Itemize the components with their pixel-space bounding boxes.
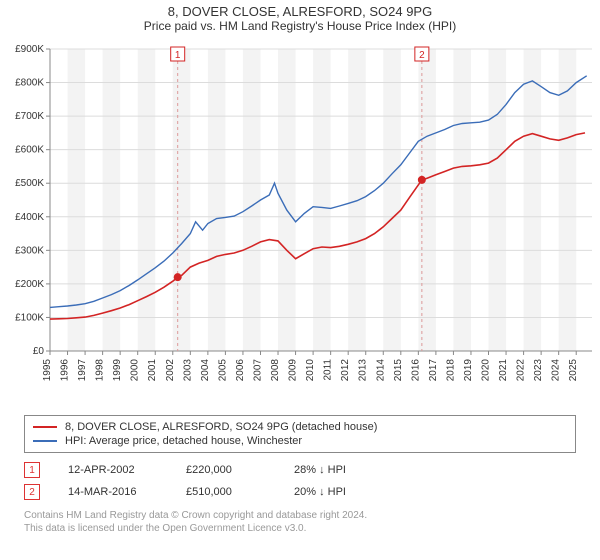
- transaction-price: £510,000: [186, 486, 266, 498]
- svg-text:2001: 2001: [147, 359, 158, 382]
- svg-text:2015: 2015: [393, 359, 404, 382]
- svg-text:£100K: £100K: [15, 312, 44, 323]
- svg-text:£400K: £400K: [15, 212, 44, 223]
- chart-container: 8, DOVER CLOSE, ALRESFORD, SO24 9PG Pric…: [0, 0, 600, 535]
- svg-text:2018: 2018: [445, 359, 456, 382]
- svg-text:2003: 2003: [182, 359, 193, 382]
- footer-line: Contains HM Land Registry data © Crown c…: [24, 509, 576, 522]
- svg-text:2002: 2002: [165, 359, 176, 382]
- legend-swatch: [33, 426, 57, 428]
- title-address: 8, DOVER CLOSE, ALRESFORD, SO24 9PG: [0, 0, 600, 19]
- legend-label: HPI: Average price, detached house, Winc…: [65, 435, 302, 447]
- svg-text:£200K: £200K: [15, 279, 44, 290]
- svg-text:2009: 2009: [288, 359, 299, 382]
- transaction-row: 1 12-APR-2002 £220,000 28% ↓ HPI: [24, 459, 576, 481]
- svg-text:2004: 2004: [200, 359, 211, 382]
- svg-text:2017: 2017: [428, 359, 439, 382]
- footer: Contains HM Land Registry data © Crown c…: [24, 509, 576, 535]
- svg-text:2019: 2019: [463, 359, 474, 382]
- transaction-diff: 20% ↓ HPI: [294, 486, 346, 498]
- svg-text:£700K: £700K: [15, 111, 44, 122]
- svg-text:1996: 1996: [60, 359, 71, 382]
- svg-text:2025: 2025: [568, 359, 579, 382]
- svg-text:2011: 2011: [323, 359, 334, 381]
- svg-text:2: 2: [419, 50, 425, 61]
- svg-text:£600K: £600K: [15, 145, 44, 156]
- svg-text:£0: £0: [33, 346, 45, 357]
- svg-text:2006: 2006: [235, 359, 246, 382]
- legend: 8, DOVER CLOSE, ALRESFORD, SO24 9PG (det…: [24, 415, 576, 453]
- svg-text:2022: 2022: [516, 359, 527, 382]
- transaction-date: 14-MAR-2016: [68, 486, 158, 498]
- legend-item: HPI: Average price, detached house, Winc…: [33, 434, 567, 448]
- footer-line: This data is licensed under the Open Gov…: [24, 522, 576, 535]
- svg-text:1999: 1999: [112, 359, 123, 382]
- transaction-marker: 2: [24, 484, 40, 500]
- transaction-diff: 28% ↓ HPI: [294, 464, 346, 476]
- title-subtitle: Price paid vs. HM Land Registry's House …: [0, 19, 600, 39]
- transaction-price: £220,000: [186, 464, 266, 476]
- svg-text:2012: 2012: [340, 359, 351, 382]
- legend-swatch: [33, 440, 57, 442]
- svg-text:2000: 2000: [130, 359, 141, 382]
- svg-text:1997: 1997: [77, 359, 88, 382]
- svg-text:£800K: £800K: [15, 78, 44, 89]
- svg-text:£300K: £300K: [15, 245, 44, 256]
- transaction-table: 1 12-APR-2002 £220,000 28% ↓ HPI 2 14-MA…: [24, 459, 576, 503]
- svg-text:2013: 2013: [358, 359, 369, 382]
- chart-svg: £0 £100K £200K £300K £400K £500K £600K £700K £80…: [0, 39, 600, 409]
- svg-text:1995: 1995: [42, 359, 53, 382]
- legend-item: 8, DOVER CLOSE, ALRESFORD, SO24 9PG (det…: [33, 420, 567, 434]
- svg-text:2008: 2008: [270, 359, 281, 382]
- svg-text:1: 1: [175, 50, 181, 61]
- svg-text:2010: 2010: [305, 359, 316, 382]
- legend-label: 8, DOVER CLOSE, ALRESFORD, SO24 9PG (det…: [65, 421, 377, 433]
- svg-text:2014: 2014: [375, 359, 386, 382]
- transaction-row: 2 14-MAR-2016 £510,000 20% ↓ HPI: [24, 481, 576, 503]
- svg-text:£900K: £900K: [15, 44, 44, 55]
- svg-text:2023: 2023: [533, 359, 544, 382]
- svg-text:2005: 2005: [217, 359, 228, 382]
- svg-text:1998: 1998: [95, 359, 106, 382]
- svg-text:£500K: £500K: [15, 178, 44, 189]
- transaction-marker: 1: [24, 462, 40, 478]
- svg-text:2016: 2016: [410, 359, 421, 382]
- transaction-date: 12-APR-2002: [68, 464, 158, 476]
- svg-text:2007: 2007: [252, 359, 263, 382]
- svg-text:2024: 2024: [551, 359, 562, 382]
- svg-text:2020: 2020: [481, 359, 492, 382]
- svg-text:2021: 2021: [498, 359, 509, 382]
- chart: £0 £100K £200K £300K £400K £500K £600K £700K £80…: [0, 39, 600, 409]
